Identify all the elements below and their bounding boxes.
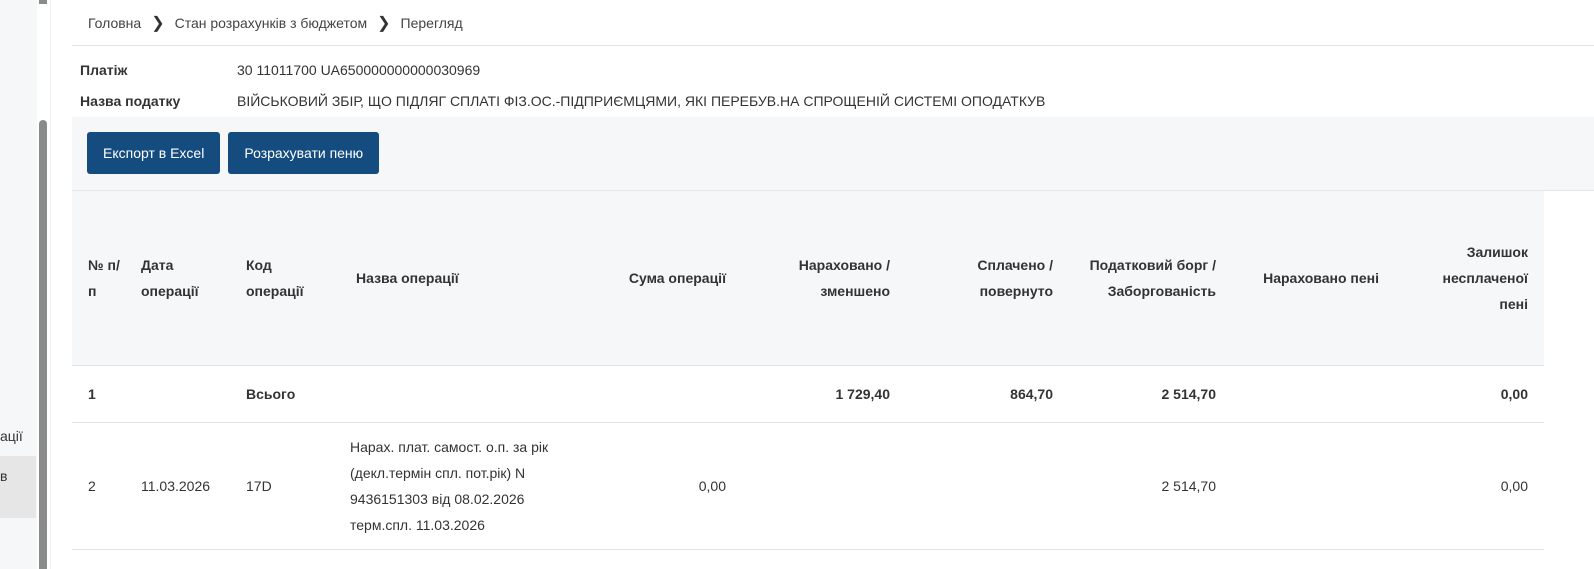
cell <box>742 422 906 550</box>
payment-info: Платіж 30 11011700 UA650000000000030969 Н… <box>72 46 1594 116</box>
chevron-right-icon: ❯ <box>377 14 391 32</box>
col-accrued: Нараховано / зменшено <box>742 191 906 366</box>
cell <box>125 365 230 423</box>
cell: 17D <box>230 422 340 550</box>
cell: 2 <box>72 422 125 550</box>
cell: 0,00 <box>1395 365 1544 423</box>
cell: 2 514,70 <box>1069 365 1232 423</box>
cell: 864,70 <box>906 365 1069 423</box>
cell <box>340 365 590 423</box>
col-amount: Сума операції <box>590 191 742 366</box>
cell <box>590 365 742 423</box>
col-debt: Податковий борг / Заборгованість <box>1069 191 1232 366</box>
toolbar: Експорт в Excel Розрахувати пеню <box>72 117 1594 191</box>
col-paid: Сплачено / повернуто <box>906 191 1069 366</box>
cell: Всього <box>230 365 340 423</box>
scrollbar-thumb[interactable] <box>39 120 47 569</box>
table-row: 2 11.03.2026 17D Нарах. плат. самост. о.… <box>72 422 1544 550</box>
col-penalty-accrued: Нараховано пені <box>1232 191 1395 366</box>
col-number: № п/п <box>72 191 125 366</box>
tax-name-value: ВІЙСЬКОВИЙ ЗБІР, ЩО ПІДЛЯГ СПЛАТІ ФІЗ.ОС… <box>237 92 1046 109</box>
cell: 0,00 <box>590 422 742 550</box>
col-date: Дата операції <box>125 191 230 366</box>
table-header: № п/п Дата операції Код операції Назва о… <box>72 191 1544 366</box>
breadcrumb: Головна ❯ Стан розрахунків з бюджетом ❯ … <box>72 0 1594 46</box>
cell <box>906 422 1069 550</box>
breadcrumb-current: Перегляд <box>400 14 463 31</box>
payment-label: Платіж <box>80 61 128 78</box>
cell: 11.03.2026 <box>125 422 230 550</box>
cell: 0,00 <box>1395 422 1544 550</box>
breadcrumb-home[interactable]: Головна <box>88 14 142 31</box>
cell: 1 <box>72 365 125 423</box>
sidebar-item-selected[interactable]: в <box>0 456 36 518</box>
scrollbar-top <box>39 0 47 4</box>
col-penalty-balance: Залишок несплаченої пені <box>1395 191 1544 366</box>
breadcrumb-budget-status[interactable]: Стан розрахунків з бюджетом <box>174 14 368 31</box>
cell: 2 514,70 <box>1069 422 1232 550</box>
main-content: Головна ❯ Стан розрахунків з бюджетом ❯ … <box>72 0 1594 550</box>
tax-name-label: Назва податку <box>80 92 181 109</box>
payment-value: 30 11011700 UA650000000000030969 <box>237 61 481 78</box>
cell: 1 729,40 <box>742 365 906 423</box>
sidebar: ації в <box>0 0 37 569</box>
chevron-right-icon: ❯ <box>151 14 165 32</box>
table-row-total: 1 Всього 1 729,40 864,70 2 514,70 0,00 <box>72 365 1544 423</box>
sidebar-item[interactable]: ації <box>0 428 23 444</box>
calculate-penalty-button[interactable]: Розрахувати пеню <box>228 132 380 174</box>
operations-table: № п/п Дата операції Код операції Назва о… <box>72 191 1544 550</box>
col-name: Назва операції <box>340 191 590 366</box>
export-excel-button[interactable]: Експорт в Excel <box>87 132 221 174</box>
cell <box>1232 422 1395 550</box>
cell: Нарах. плат. самост. о.п. за рік (декл.т… <box>340 422 590 550</box>
sidebar-item-label: в <box>0 468 8 484</box>
col-code: Код операції <box>230 191 340 366</box>
cell <box>1232 365 1395 423</box>
